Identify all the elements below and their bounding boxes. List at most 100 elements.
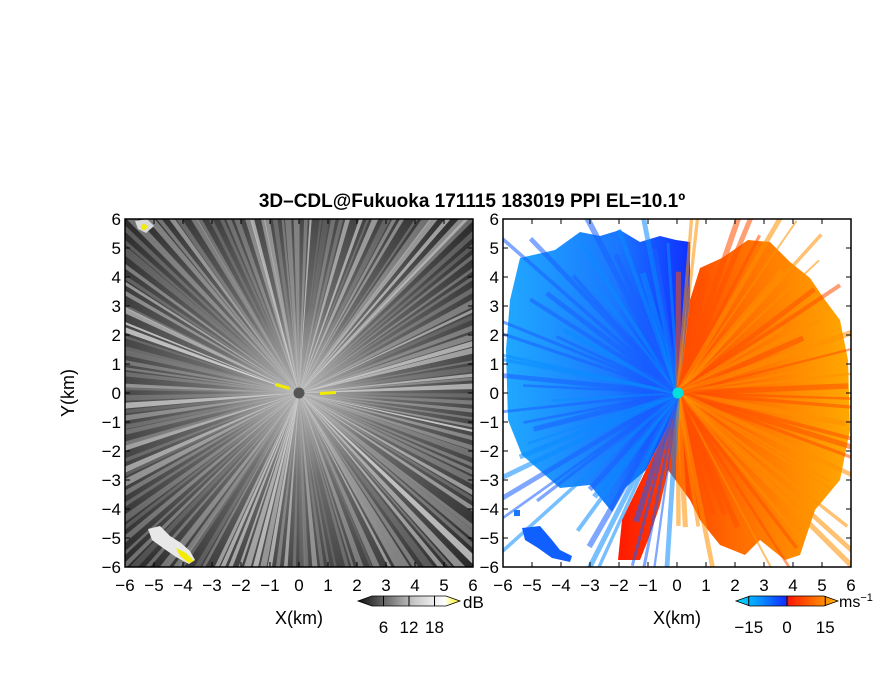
velocity-colorbar-tick-label: −15 [734, 618, 763, 637]
velocity-speckle [514, 510, 520, 516]
intensity-ray [190, 219, 299, 393]
intensity-ray [299, 254, 473, 393]
intensity-ray [238, 393, 299, 567]
velocity-y-tick-label: 2 [490, 326, 499, 345]
velocity-streaks [503, 219, 851, 567]
intensity-ray [299, 267, 473, 393]
velocity-streak [677, 391, 851, 409]
intensity-ray [125, 263, 299, 393]
intensity-ray [299, 333, 473, 393]
intensity-ray [125, 393, 299, 473]
intensity-ray [299, 299, 473, 393]
intensity-ray [250, 219, 299, 393]
velocity-streak [677, 329, 851, 396]
velocity-x-tick-label: 2 [730, 576, 739, 595]
intensity-ray [125, 393, 299, 496]
velocity-streak [676, 391, 799, 550]
intensity-y-tick-label: −5 [102, 529, 121, 548]
velocity-streak [677, 390, 847, 427]
velocity-x-tick-label: −3 [580, 576, 599, 595]
velocity-streak [676, 391, 851, 567]
intensity-x-tick-label: −3 [202, 576, 221, 595]
intensity-ray [201, 393, 299, 567]
velocity-streak [503, 391, 679, 520]
velocity-x-tick-label: 5 [817, 576, 826, 595]
intensity-x-tick-label: 0 [294, 576, 303, 595]
intensity-ray [299, 393, 411, 567]
intensity-ray [267, 393, 299, 567]
intensity-ray [219, 219, 299, 393]
velocity-streak [653, 392, 680, 567]
velocity-x-tick-label: 3 [759, 576, 768, 595]
intensity-ray [299, 230, 473, 393]
intensity-ray [299, 393, 473, 451]
velocity-streak [677, 348, 851, 395]
velocity-streak [642, 392, 680, 567]
intensity-y-tick-label: −6 [102, 558, 121, 577]
velocity-x-tick-label: −2 [609, 576, 628, 595]
velocity-y-tick-label: −3 [480, 471, 499, 490]
velocity-streak [503, 353, 679, 395]
intensity-ray [243, 393, 299, 567]
intensity-ray [125, 350, 299, 393]
intensity-y-tick-label: 5 [112, 239, 121, 258]
intensity-ray [125, 393, 299, 463]
intensity-y-tick-label: −4 [102, 500, 121, 519]
velocity-x-tick-label: 6 [846, 576, 855, 595]
intensity-ray [196, 219, 299, 393]
velocity-streak [503, 391, 680, 554]
velocity-y-tick-label: 4 [490, 268, 499, 287]
intensity-y-tick-label: 6 [112, 210, 121, 229]
intensity-ray [299, 219, 308, 393]
intensity-ray [125, 225, 299, 393]
intensity-ray [125, 393, 299, 430]
intensity-y-tick-label: −2 [102, 442, 121, 461]
intensity-x-tick-label: 5 [439, 576, 448, 595]
velocity-x-label: X(km) [653, 608, 701, 628]
intensity-ray [125, 393, 299, 530]
intensity-colorbar-tick-label: 12 [400, 618, 419, 637]
intensity-ray [292, 393, 299, 567]
intensity-ray [125, 275, 299, 393]
velocity-tick-marks [502, 218, 852, 568]
velocity-streak [677, 366, 817, 395]
intensity-ray [299, 393, 350, 567]
velocity-streak [676, 219, 700, 394]
intensity-ray [299, 393, 473, 475]
velocity-y-tick-label: 1 [490, 355, 499, 374]
velocity-streak [677, 383, 849, 396]
intensity-ray [125, 281, 299, 393]
velocity-x-tick-label: −4 [551, 576, 570, 595]
intensity-ray [299, 219, 322, 393]
intensity-ray [125, 393, 299, 447]
intensity-ray [299, 219, 344, 393]
velocity-y-tick-label: −1 [480, 413, 499, 432]
intensity-x-tick-label: 1 [323, 576, 332, 595]
intensity-ray [125, 393, 299, 477]
intensity-ray [299, 393, 473, 398]
intensity-ray [125, 304, 299, 393]
intensity-colorbar: 6 12 18 dB [356, 593, 484, 637]
intensity-ray [260, 219, 299, 393]
velocity-x-tick-label: 0 [672, 576, 681, 595]
velocity-streak [503, 373, 679, 396]
intensity-ray [299, 219, 473, 393]
velocity-streak [652, 248, 681, 394]
intensity-ray [299, 393, 434, 567]
near-range-yellow [275, 383, 336, 395]
intensity-ray [299, 393, 306, 567]
velocity-unit-base: ms [839, 594, 860, 611]
intensity-ray [272, 219, 299, 393]
intensity-x-tick-label: 6 [468, 576, 477, 595]
velocity-y-tick-label: −5 [480, 529, 499, 548]
velocity-colorbar: −15 0 15 ms−1 [734, 592, 873, 637]
yellow-echo-northwest [141, 224, 147, 230]
intensity-ray [125, 290, 299, 393]
intensity-ray [299, 377, 473, 393]
velocity-y-tick-label: −4 [480, 500, 499, 519]
intensity-ray [299, 219, 469, 393]
intensity-x-tick-label: −6 [115, 576, 134, 595]
intensity-x-tick-label: −2 [231, 576, 250, 595]
velocity-x-tick-label: −5 [522, 576, 541, 595]
intensity-ray [194, 393, 299, 567]
